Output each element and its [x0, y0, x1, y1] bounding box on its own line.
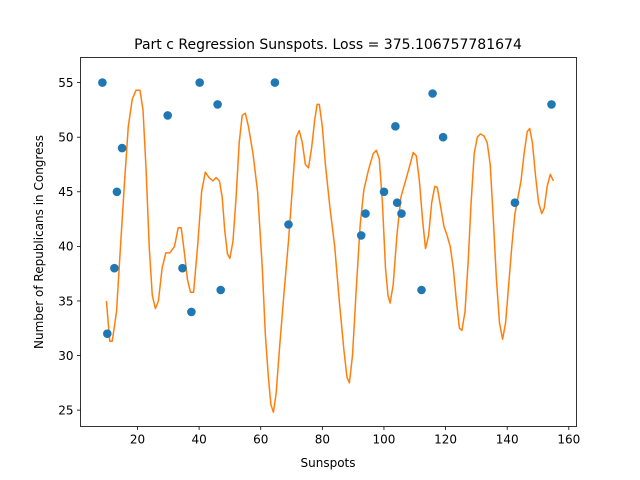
x-tick-label: 40 — [191, 433, 206, 447]
data-point — [391, 122, 400, 131]
y-tick-label: 45 — [58, 185, 73, 199]
data-point — [98, 78, 107, 87]
data-point — [379, 187, 389, 197]
data-point — [178, 263, 187, 273]
data-point — [510, 198, 520, 207]
plot-frame — [80, 57, 577, 427]
data-point — [284, 220, 293, 229]
x-tick-label: 60 — [253, 433, 268, 447]
data-point — [216, 285, 225, 295]
data-point — [438, 132, 448, 142]
x-axis-ticks: 20 40 60 80 100 120 140 160 — [130, 426, 580, 447]
data-point — [397, 209, 406, 218]
data-point — [195, 78, 204, 87]
x-axis-label: Sunspots — [301, 456, 356, 470]
y-tick-label: 55 — [58, 76, 73, 90]
data-point — [117, 143, 127, 153]
y-tick-label: 35 — [58, 294, 73, 308]
data-point — [213, 100, 222, 109]
regression-line — [105, 89, 555, 414]
y-tick-label: 50 — [58, 130, 73, 144]
data-point — [361, 209, 370, 218]
data-point — [417, 285, 426, 295]
x-tick-label: 80 — [315, 433, 330, 447]
x-tick-label: 20 — [130, 433, 145, 447]
data-point — [110, 263, 119, 273]
y-tick-label: 30 — [58, 349, 73, 363]
data-point — [392, 198, 402, 207]
data-point — [547, 100, 556, 109]
y-axis-ticks: 25 30 35 40 45 50 55 — [58, 76, 81, 417]
data-point — [103, 329, 112, 339]
y-axis-label: Number of Republicans in Congress — [32, 135, 46, 349]
y-tick-label: 40 — [58, 240, 73, 254]
x-tick-label: 120 — [434, 433, 457, 447]
data-point — [112, 187, 122, 197]
y-tick-label: 25 — [58, 403, 73, 417]
data-point — [428, 89, 437, 98]
data-point — [187, 307, 196, 317]
x-tick-label: 160 — [557, 433, 580, 447]
plot-area — [98, 78, 556, 414]
x-tick-label: 100 — [373, 433, 396, 447]
data-point — [270, 78, 280, 87]
data-point — [356, 231, 366, 240]
x-tick-label: 140 — [496, 433, 519, 447]
chart-title: Part c Regression Sunspots. Loss = 375.1… — [134, 37, 522, 53]
data-point — [163, 111, 172, 120]
